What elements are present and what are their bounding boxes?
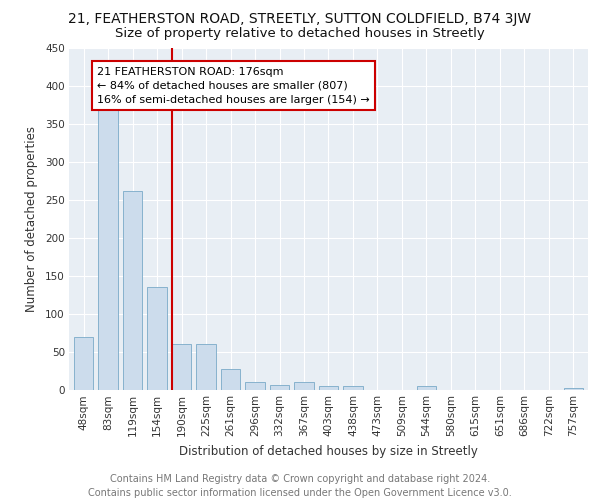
Text: 21 FEATHERSTON ROAD: 176sqm
← 84% of detached houses are smaller (807)
16% of se: 21 FEATHERSTON ROAD: 176sqm ← 84% of det…: [97, 66, 370, 104]
Bar: [343, 386, 363, 390]
Bar: [563, 388, 583, 390]
Bar: [245, 382, 265, 390]
Bar: [123, 190, 142, 390]
X-axis label: Distribution of detached houses by size in Streetly: Distribution of detached houses by size …: [179, 444, 478, 458]
Text: Contains HM Land Registry data © Crown copyright and database right 2024.
Contai: Contains HM Land Registry data © Crown c…: [88, 474, 512, 498]
Text: 21, FEATHERSTON ROAD, STREETLY, SUTTON COLDFIELD, B74 3JW: 21, FEATHERSTON ROAD, STREETLY, SUTTON C…: [68, 12, 532, 26]
Bar: [416, 386, 436, 390]
Bar: [319, 386, 338, 390]
Bar: [270, 384, 289, 390]
Text: Size of property relative to detached houses in Streetly: Size of property relative to detached ho…: [115, 28, 485, 40]
Y-axis label: Number of detached properties: Number of detached properties: [25, 126, 38, 312]
Bar: [172, 344, 191, 390]
Bar: [221, 368, 241, 390]
Bar: [98, 104, 118, 390]
Bar: [74, 336, 94, 390]
Bar: [148, 287, 167, 390]
Bar: [196, 344, 216, 390]
Bar: [294, 382, 314, 390]
